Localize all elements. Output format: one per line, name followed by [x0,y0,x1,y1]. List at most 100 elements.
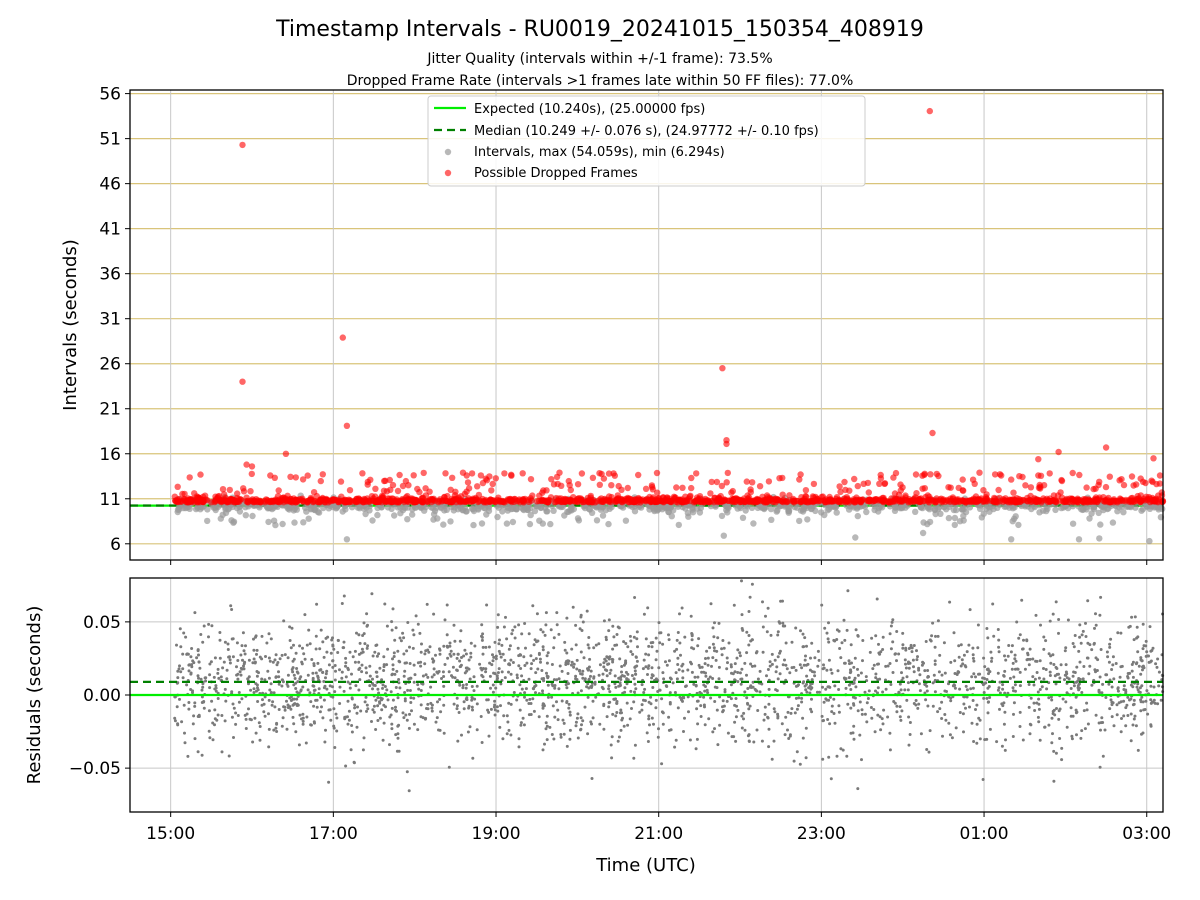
residual-point [560,699,564,703]
dropped-frame-point [405,482,412,489]
dropped-frame-point [717,498,725,506]
residual-point [833,721,837,725]
interval-point [219,511,226,518]
residual-point [583,677,587,681]
dropped-frame-point [567,486,574,494]
residual-point [567,659,571,663]
residual-point [1037,676,1041,680]
residual-point [322,680,326,683]
dropped-frame-point [447,486,454,493]
residual-point [837,710,841,714]
residual-point [734,715,738,719]
residual-point [687,710,690,714]
residual-point [863,712,867,716]
interval-point [675,521,682,529]
residual-point [315,705,319,709]
residual-point [456,739,460,743]
residual-point [441,670,445,674]
residual-point [930,634,934,638]
residual-point [804,663,808,667]
dropped-frame-point [389,481,397,489]
residual-point [778,672,782,676]
residual-point [451,675,455,679]
residual-point [895,659,898,663]
residual-point [333,664,337,667]
residual-point [523,691,527,695]
residual-point [1131,723,1135,727]
interval-point [550,507,557,514]
residual-point [918,673,922,677]
dropped-frame-point [508,471,515,478]
residual-point [338,685,342,689]
residual-point [334,669,337,673]
residual-point [518,653,522,657]
residual-point [390,706,394,710]
residual-point [353,703,357,707]
residual-point [380,678,384,682]
residual-point [881,722,885,726]
residual-point [1013,657,1017,661]
residual-point [575,658,579,662]
residual-point [628,717,632,721]
residual-point [646,740,650,743]
residual-point [844,686,848,690]
dropped-frame-point [925,498,932,505]
residual-point [507,728,511,732]
residual-point [312,689,316,692]
residual-point [770,652,774,656]
dropped-frame-point [615,482,622,490]
residual-point [346,722,350,726]
interval-point [539,520,546,527]
residual-point [661,671,665,675]
residual-point [1144,699,1148,703]
residual-point [971,686,975,690]
dropped-frame-point [359,470,366,477]
dropped-frame-point [220,491,228,498]
residual-point [479,666,483,670]
residual-point [199,677,203,681]
residual-point [557,632,561,636]
dropped-frame-point [197,471,204,478]
residual-point [365,703,369,707]
residual-point [356,705,359,709]
residual-point [542,704,546,708]
dropped-frame-point [845,496,852,503]
residual-point [518,708,522,712]
residual-point [635,659,639,663]
dropped-frame-point [319,471,326,478]
residual-point [640,708,644,712]
residual-point [332,647,336,651]
y-tick-label: 31 [99,310,121,330]
residual-point [332,707,336,711]
dropped-frame-point [1062,498,1069,505]
residual-point [1081,629,1085,633]
residual-point [655,649,659,653]
residual-point [315,602,319,606]
residual-point [720,647,724,651]
residual-point [448,644,452,648]
legend-median-label: Median (10.249 +/- 0.076 s), (24.97772 +… [474,124,819,139]
residual-point [1133,615,1137,619]
dropped-frame-point [876,480,883,487]
residual-point [201,685,205,689]
residual-point [954,726,958,730]
residual-point [319,628,323,632]
dropped-frame-point [724,469,731,477]
y-tick-label: 41 [99,220,121,240]
residual-point [455,656,459,660]
residual-point [420,642,423,646]
residual-point [254,731,258,735]
residual-point [572,662,576,666]
residual-point [563,648,567,652]
dropped-frame-point [464,479,472,486]
residual-point [1144,654,1148,658]
dropped-frame-point [810,498,817,506]
residual-point [1042,635,1046,639]
dropped-frame-point [1139,478,1147,485]
residual-point [1078,623,1082,627]
residual-point [881,690,885,694]
residual-point [965,688,969,692]
residual-point [255,648,259,652]
residual-point [494,657,498,661]
residual-point [469,651,473,655]
